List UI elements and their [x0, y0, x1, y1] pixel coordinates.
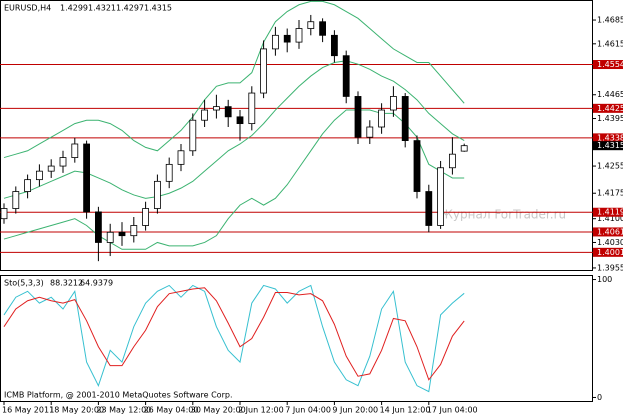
- candle-body: [319, 21, 327, 36]
- candle-body: [201, 109, 209, 121]
- stochastic-line: [3, 284, 465, 393]
- current-price-label: 1.4315: [597, 141, 623, 150]
- x-tick-label: 23 May 12:00: [96, 406, 151, 415]
- current-price-bg: [593, 141, 623, 151]
- candle-body: [260, 48, 268, 94]
- candle-body: [413, 140, 421, 192]
- high-value: 1.4321: [88, 4, 116, 13]
- low-value: 1.4297: [116, 4, 144, 13]
- candle-body: [59, 157, 67, 167]
- candle-body: [12, 191, 20, 209]
- candle-body: [95, 211, 102, 243]
- candle-body: [83, 143, 90, 213]
- stoch-signal-value: 64.9379: [80, 279, 113, 288]
- y-tick-label: 1.4395: [597, 114, 623, 123]
- level-label-bg: [593, 103, 623, 113]
- candle-body: [24, 179, 32, 192]
- y-tick-label: 1.4255: [597, 162, 623, 171]
- candle-body: [71, 143, 79, 158]
- candle-body: [153, 180, 161, 209]
- level-label-bg: [593, 247, 623, 257]
- x-tick-label: 18 May 20:00: [49, 406, 104, 415]
- candle-body: [224, 106, 232, 118]
- x-tick-label: 30 May 20:00: [191, 406, 246, 415]
- candle-body: [330, 34, 338, 57]
- candle-body: [0, 208, 8, 220]
- candle-body: [177, 150, 185, 165]
- candle-body: [189, 119, 197, 152]
- candle-body: [366, 126, 374, 138]
- y-tick-label: 100: [597, 275, 612, 284]
- y-tick-label: 1.4100: [597, 214, 623, 223]
- candle-body: [106, 231, 114, 243]
- y-tick-label: 1.4175: [597, 189, 623, 198]
- level-label-bg: [593, 60, 623, 70]
- candle-body: [425, 191, 433, 226]
- candle-body: [342, 55, 350, 97]
- level-label: 1.4001: [597, 248, 623, 257]
- level-label-bg: [593, 227, 623, 237]
- y-tick-label: 1.4615: [597, 39, 623, 48]
- x-tick-label: 7 Jun 04:00: [285, 406, 331, 415]
- y-tick-label: 1.4685: [597, 16, 623, 25]
- level-label-bg: [593, 207, 623, 217]
- candle-body: [448, 153, 456, 169]
- candle-body: [236, 116, 244, 125]
- x-tick-label: 9 Jun 20:00: [332, 406, 378, 415]
- watermark: Журнал ForTrader.ru: [440, 208, 566, 222]
- candle-body: [354, 96, 362, 138]
- level-label-bg: [593, 133, 623, 143]
- candle-body: [47, 165, 55, 172]
- bollinger-band: [3, 109, 465, 250]
- candle-body: [130, 225, 138, 237]
- y-tick-label: 1.4030: [597, 238, 623, 247]
- x-tick-label: 17 Jun 04:00: [427, 406, 478, 415]
- candle-body: [307, 21, 315, 29]
- stochastic-line: [3, 287, 465, 381]
- x-tick-label: 26 May 04:00: [144, 406, 199, 415]
- x-tick-label: 2 Jun 12:00: [238, 406, 284, 415]
- candle-body: [36, 170, 43, 181]
- candle-body: [460, 145, 468, 152]
- y-tick-label: 1.4465: [597, 90, 623, 99]
- x-tick-label: 16 May 2011: [2, 406, 54, 415]
- candle-body: [295, 28, 303, 43]
- candle-body: [142, 208, 150, 226]
- sub-panel: [0, 275, 593, 402]
- candle-body: [401, 96, 409, 141]
- bollinger-band: [3, 0, 465, 159]
- level-label: 1.4119: [597, 208, 623, 217]
- symbol-title: EURUSD,H4: [4, 4, 51, 13]
- candle-body: [378, 109, 386, 128]
- candle-body: [437, 167, 445, 226]
- x-tick-label: 14 Jun 12:00: [380, 406, 431, 415]
- level-label: 1.4554: [597, 60, 623, 69]
- candle-body: [283, 34, 291, 43]
- y-tick-label: 0: [597, 393, 602, 402]
- candle-body: [212, 106, 220, 111]
- open-value: 1.4299: [60, 4, 88, 13]
- footer: ICMB Platform, @ 2001-2010 MetaQuotes So…: [4, 391, 233, 400]
- close-value: 1.4315: [144, 4, 172, 13]
- candle-body: [271, 34, 279, 50]
- stoch-main-value: 88.3212: [50, 279, 83, 288]
- bollinger-band: [3, 60, 465, 199]
- y-tick-label: 1.3955: [597, 263, 623, 272]
- candle-body: [165, 163, 173, 182]
- candle-body: [248, 92, 256, 125]
- candle-body: [118, 231, 126, 237]
- level-label: 1.4425: [597, 104, 623, 113]
- level-label: 1.4338: [597, 133, 623, 142]
- candle-body: [389, 96, 397, 111]
- indicator-title: Sto(5,3,3): [4, 279, 44, 288]
- level-label: 1.4061: [597, 227, 623, 236]
